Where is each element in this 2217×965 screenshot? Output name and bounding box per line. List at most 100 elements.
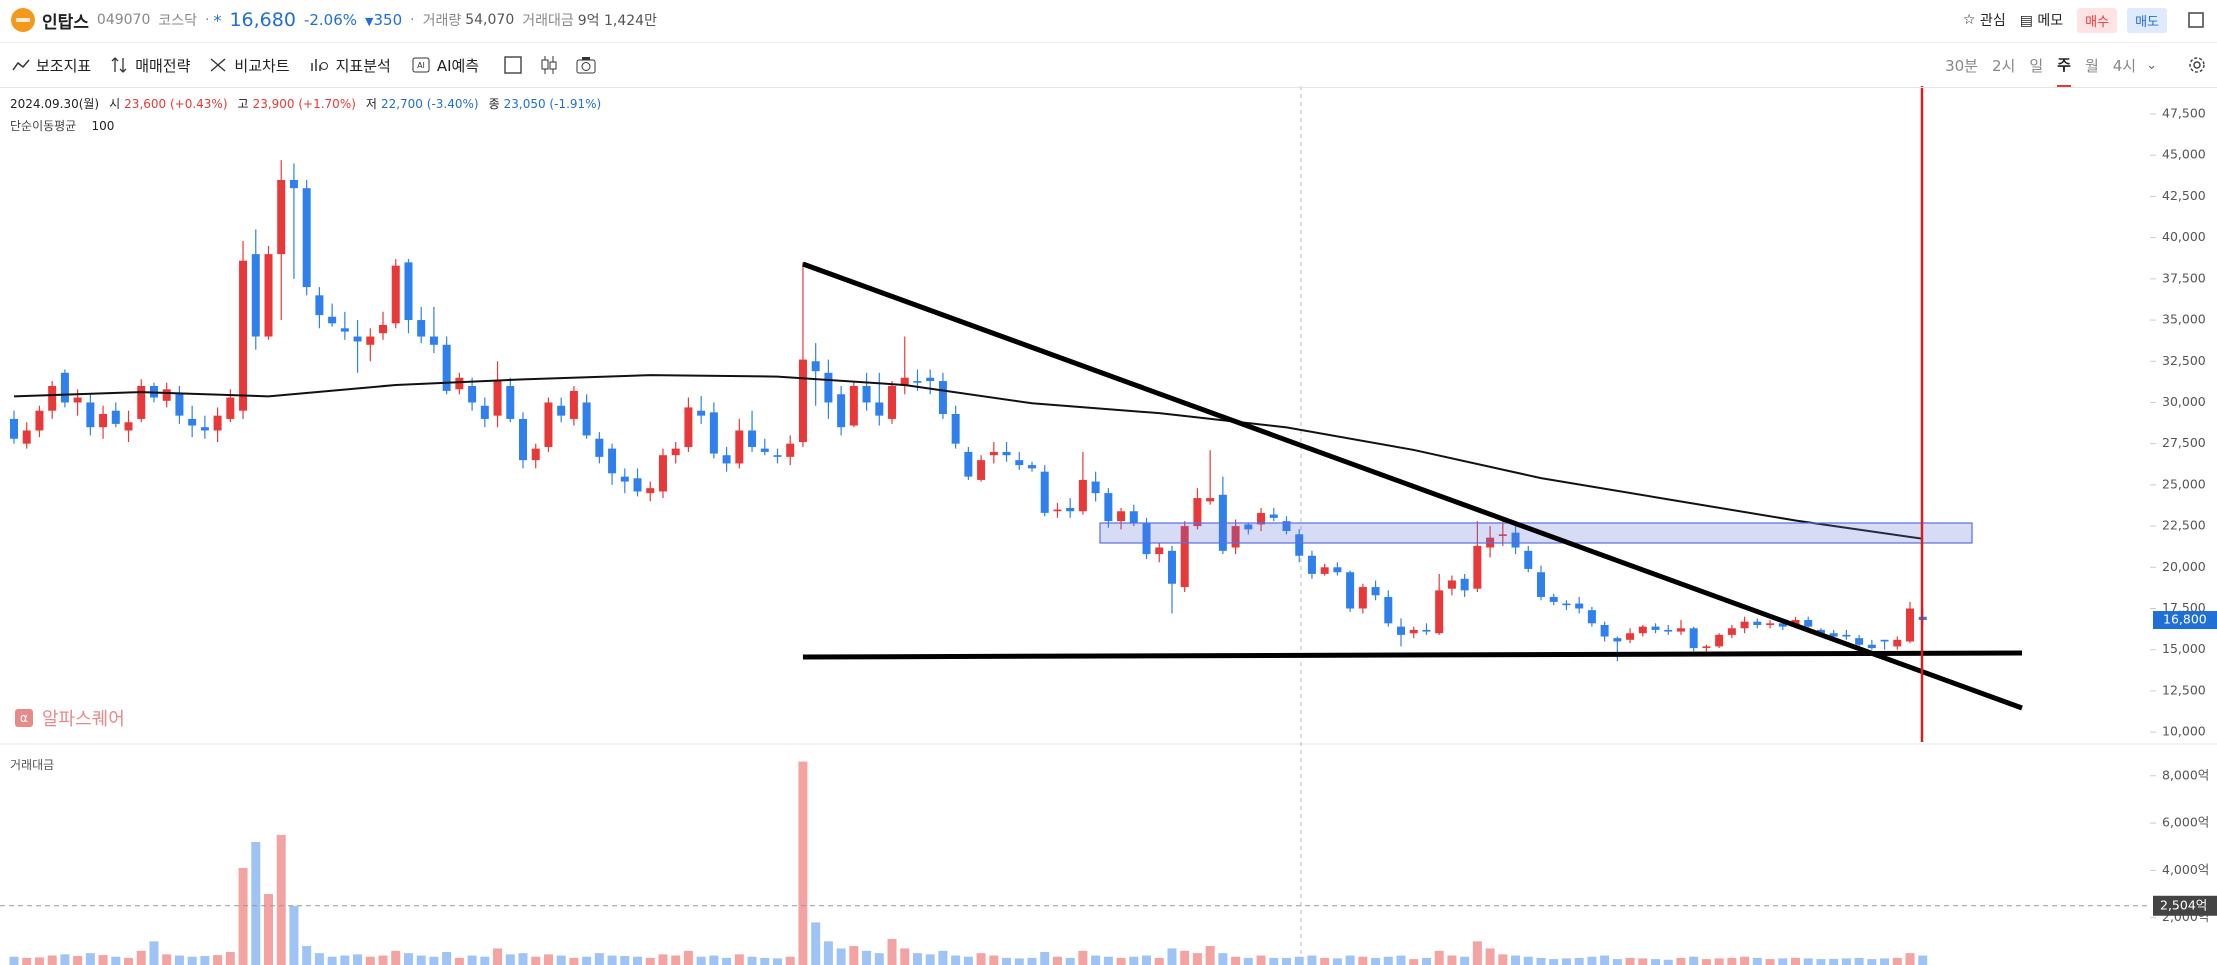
volume-bar [60, 954, 70, 965]
volume-bar [1002, 957, 1012, 965]
candle-body [1829, 633, 1838, 637]
volume-bar [238, 868, 248, 965]
logo [11, 8, 35, 32]
candle-body [748, 430, 757, 447]
candle-body [1053, 509, 1062, 512]
change-pct: -2.06% [303, 11, 358, 29]
candle-body [137, 385, 146, 419]
candle-body [22, 430, 31, 444]
volume-bar [34, 957, 44, 965]
candle-body [1626, 633, 1635, 640]
candle-body [1104, 493, 1113, 522]
candle-body [1600, 624, 1609, 637]
volume-bar [1791, 957, 1800, 965]
tool-button[interactable]: 비교차트 [210, 55, 290, 76]
volume-bar [747, 956, 757, 965]
timeframe[interactable]: 4시 [2112, 56, 2137, 75]
volume-bar [518, 953, 528, 965]
candle-body [646, 488, 655, 494]
candle-body [595, 438, 604, 457]
volume-bar [1065, 957, 1075, 965]
timeframe[interactable]: 주 [2057, 44, 2071, 87]
tool-button[interactable]: AI AI예측 [411, 55, 479, 76]
volume-bar [1460, 956, 1470, 965]
candle-body [531, 448, 540, 461]
candle-body [1295, 534, 1304, 556]
volume-bar [531, 956, 541, 965]
candle-body [1689, 628, 1698, 649]
candle-body [200, 427, 209, 431]
tool-button[interactable]: 보조지표 [12, 55, 91, 76]
candle-body [697, 410, 706, 416]
candle-body [239, 260, 248, 411]
candle-body [913, 381, 922, 383]
volume-bar [900, 948, 910, 965]
volume-bar [391, 950, 401, 965]
candle-body [1091, 481, 1100, 494]
volume-bar [811, 922, 821, 965]
last-price-box [2153, 611, 2217, 630]
candle-body [1117, 511, 1126, 522]
candle-body [786, 443, 795, 457]
timeframe[interactable]: 30분 [1945, 56, 1978, 75]
volume-bar [1332, 958, 1342, 965]
candle-body [977, 460, 986, 480]
favorite-label: 관심 [1979, 13, 2006, 29]
candle-body [633, 478, 642, 492]
candle-body [1842, 634, 1851, 637]
candle-body [1282, 521, 1291, 532]
candle-body [251, 254, 260, 337]
volume-bar [1116, 957, 1126, 965]
volume-bar [314, 953, 324, 965]
volume-bar [1142, 955, 1152, 965]
volume-label: 거래량 [422, 13, 462, 29]
volume-bar [1040, 951, 1050, 965]
tool-button[interactable]: 지표분석 [310, 55, 391, 76]
rect-tool[interactable] [503, 55, 523, 75]
candle-body [353, 336, 362, 342]
volume-bar [1027, 957, 1037, 965]
memo-button[interactable]: ▤ 메모 [2019, 13, 2064, 29]
y-tick-label: 10,000 [2162, 724, 2206, 739]
timeframe[interactable]: 2시 [1991, 56, 2016, 75]
volume-bar [353, 954, 363, 965]
settings-icon[interactable] [2187, 55, 2207, 75]
candle-body [1638, 626, 1647, 634]
ma-legend: 단순이동평균 100 [10, 117, 114, 134]
volume-bar [22, 957, 32, 965]
field-label: 저 [365, 97, 377, 111]
flag: * [213, 10, 222, 30]
amount: 9억 1,424만 [577, 13, 657, 29]
volume-bar [1154, 957, 1164, 965]
volume-bar [1409, 959, 1419, 965]
fullscreen-icon[interactable] [2187, 11, 2205, 29]
candle-body [926, 377, 935, 382]
buy-button[interactable]: 매수 [2077, 7, 2118, 33]
sell-button[interactable]: 매도 [2127, 7, 2167, 33]
volume-bar [887, 938, 897, 965]
candle-tool[interactable] [539, 55, 559, 75]
timeframe[interactable]: 일 [2029, 56, 2044, 75]
candle-body [1435, 590, 1444, 634]
candle-body [1715, 634, 1724, 647]
volume-bar [722, 957, 732, 965]
candle-body [213, 415, 222, 431]
candle-body [1816, 629, 1825, 634]
candle-body [684, 407, 693, 447]
volume-bar [963, 956, 973, 965]
field-value: 23,900 (+1.70%) [252, 97, 356, 111]
volume-bar [1752, 957, 1762, 965]
candle-body [544, 402, 553, 447]
favorite-button[interactable]: ☆ 관심 [1962, 12, 2006, 29]
candle-body [366, 336, 375, 345]
camera-tool[interactable] [575, 55, 597, 75]
memo-label: 메모 [2037, 13, 2064, 29]
volume-bar [1918, 955, 1928, 965]
timeframe[interactable]: 월 [2084, 56, 2099, 75]
candle-body [1498, 534, 1507, 536]
candle-body [900, 377, 909, 386]
volume-bar [1345, 955, 1355, 965]
candle-body [277, 179, 286, 255]
volume-bar [1638, 958, 1648, 965]
tool-button[interactable]: 매매전략 [111, 55, 190, 76]
